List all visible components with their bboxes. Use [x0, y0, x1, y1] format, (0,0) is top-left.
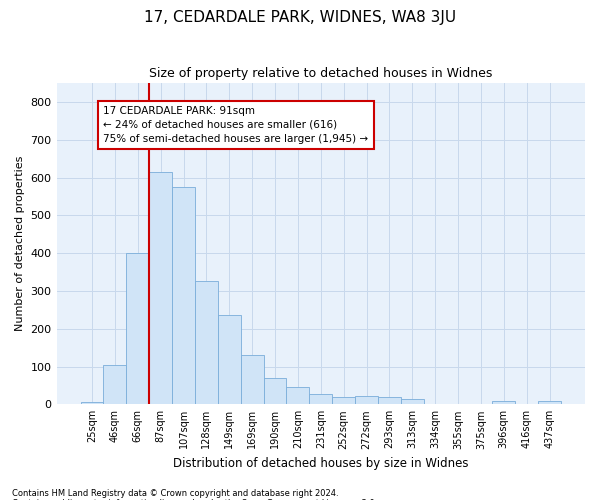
- Bar: [401, 399, 424, 404]
- Text: 17, CEDARDALE PARK, WIDNES, WA8 3JU: 17, CEDARDALE PARK, WIDNES, WA8 3JU: [144, 10, 456, 25]
- Bar: [80, 402, 103, 404]
- Bar: [332, 397, 355, 404]
- Bar: [310, 394, 332, 404]
- Bar: [103, 366, 127, 405]
- Bar: [218, 316, 241, 404]
- Bar: [127, 253, 149, 404]
- Text: Contains HM Land Registry data © Crown copyright and database right 2024.: Contains HM Land Registry data © Crown c…: [12, 488, 338, 498]
- Text: 17 CEDARDALE PARK: 91sqm
← 24% of detached houses are smaller (616)
75% of semi-: 17 CEDARDALE PARK: 91sqm ← 24% of detach…: [103, 106, 368, 144]
- X-axis label: Distribution of detached houses by size in Widnes: Distribution of detached houses by size …: [173, 457, 469, 470]
- Bar: [538, 400, 561, 404]
- Bar: [493, 400, 515, 404]
- Text: Contains public sector information licensed under the Open Government Licence v3: Contains public sector information licen…: [12, 498, 377, 500]
- Bar: [149, 172, 172, 404]
- Y-axis label: Number of detached properties: Number of detached properties: [15, 156, 25, 332]
- Bar: [195, 282, 218, 405]
- Title: Size of property relative to detached houses in Widnes: Size of property relative to detached ho…: [149, 68, 493, 80]
- Bar: [241, 355, 263, 405]
- Bar: [286, 387, 310, 404]
- Bar: [355, 396, 378, 404]
- Bar: [172, 187, 195, 404]
- Bar: [378, 396, 401, 404]
- Bar: [263, 378, 286, 404]
